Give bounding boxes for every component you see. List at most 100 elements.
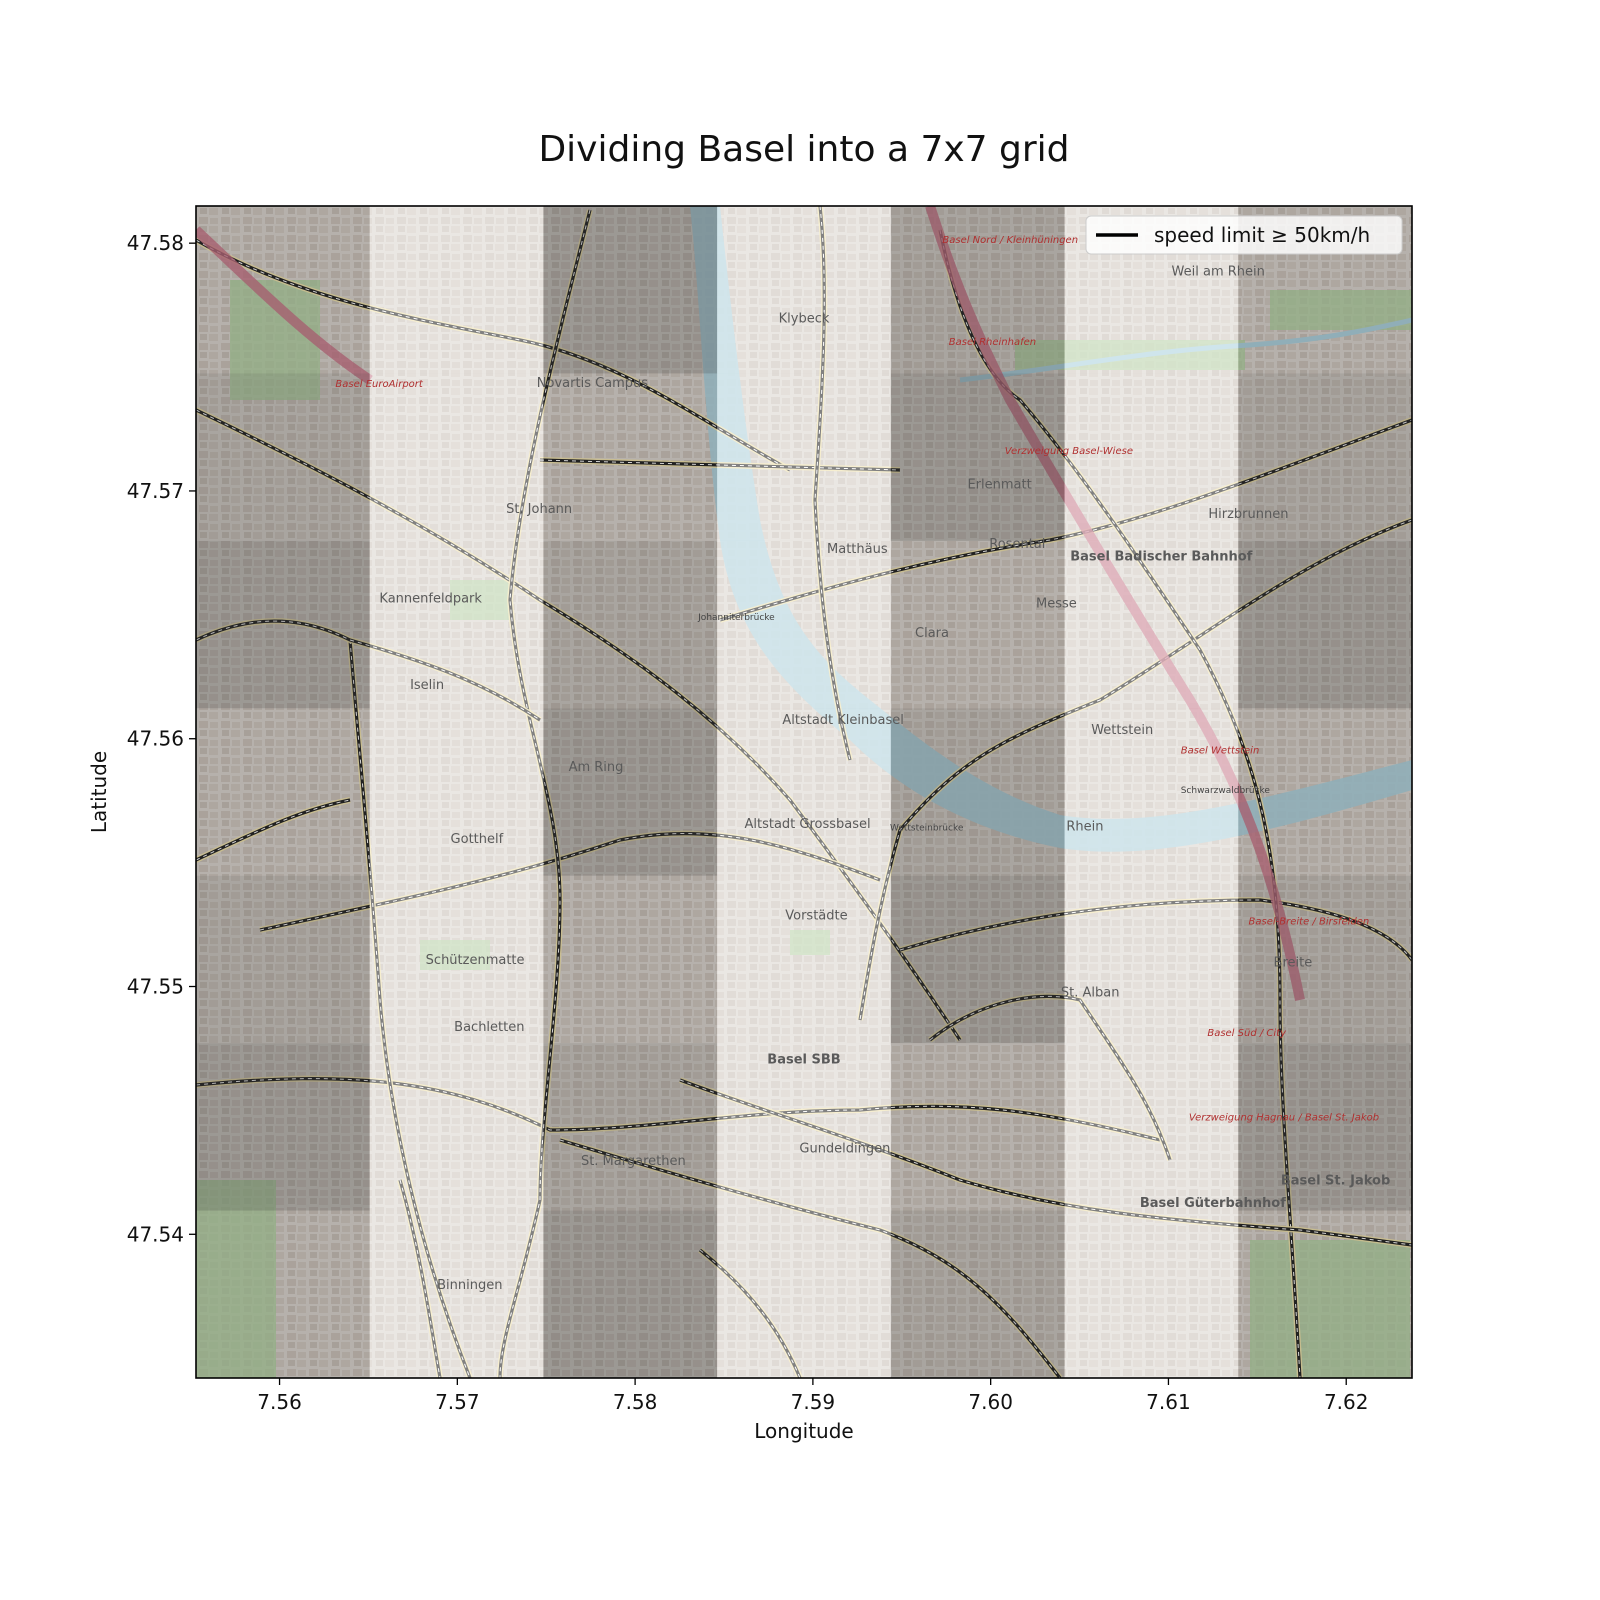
map-label-19: Gundeldingen	[799, 1142, 890, 1157]
grid-cell-r5-c3	[543, 875, 718, 1044]
grid-cell-r2-c3	[543, 373, 718, 541]
green-area-2	[1250, 1240, 1410, 1378]
map-label-30: Johanniterbrücke	[697, 613, 775, 623]
map-label-8: Iselin	[410, 678, 444, 693]
map-label-29: Weil am Rhein	[1172, 264, 1265, 279]
legend: speed limit ≥ 50km/h	[1085, 215, 1403, 255]
y-tick-label-3: 47.56	[127, 727, 184, 751]
grid-cell-r5-c4	[717, 875, 891, 1044]
grid-cell-r2-c5	[890, 373, 1065, 541]
map-label-38: Basel Süd / City	[1207, 1028, 1287, 1039]
map-label-16: Vorstädte	[785, 909, 847, 924]
grid-overlay	[196, 206, 1412, 1378]
y-tick-label-5: 47.58	[127, 231, 184, 255]
grid-cell-r6-c2	[369, 1043, 544, 1211]
grid-cell-r7-c6	[1064, 1210, 1239, 1378]
road-centerline-16	[196, 799, 351, 861]
grid-cell-r6-c6	[1064, 1043, 1239, 1211]
speed-limit-road-3	[539, 458, 901, 472]
road-centerline-7	[259, 833, 881, 931]
map-label-5: Hirzbrunnen	[1208, 507, 1288, 522]
grid-cell-r3-c7	[1238, 540, 1412, 709]
x-tick-label-1: 7.56	[257, 1390, 302, 1414]
map-label-17: Bachletten	[454, 1020, 524, 1035]
speed-limit-road-2	[196, 238, 791, 472]
grid-cell-r2-c6	[1064, 373, 1239, 541]
grid-cell-r7-c1	[196, 1210, 370, 1378]
axes-frame	[195, 205, 1413, 1379]
grid-cell-r2-c2	[369, 373, 544, 541]
grid-cell-r4-c5	[890, 708, 1065, 876]
map-label-39: Verzweigung Hagnau / Basel St. Jakob	[1189, 1112, 1379, 1123]
grid-cell-r7-c5	[890, 1210, 1065, 1378]
map-label-21: Binningen	[437, 1278, 502, 1293]
map-label-12: Altstadt Grossbasel	[744, 817, 870, 832]
grid-cell-r3-c6	[1064, 540, 1239, 709]
y-tick-label-1: 47.54	[127, 1222, 184, 1246]
grid-cell-r7-c3	[543, 1210, 718, 1378]
grid-cell-r4-c2	[369, 708, 544, 876]
road-centerline-15	[559, 1139, 1061, 1378]
map-label-35: Verzweigung Basel-Wiese	[1005, 446, 1133, 457]
green-area-4	[196, 1180, 276, 1378]
grid-cell-r7-c4	[717, 1210, 891, 1378]
grid-cell-r6-c4	[717, 1043, 891, 1211]
green-area-7	[450, 580, 510, 620]
map-label-1: St. Johann	[506, 502, 572, 517]
grid-cell-r1-c2	[369, 206, 544, 374]
grid-cell-r5-c5	[890, 875, 1065, 1044]
map-label-10: Gotthelf	[451, 832, 504, 847]
road-centerline-17	[929, 995, 1171, 1161]
motorway	[925, 206, 1305, 1001]
legend-label-speed-limit: speed limit ≥ 50km/h	[1154, 223, 1370, 247]
map-label-4: Rosental	[989, 537, 1045, 552]
map-label-36: Basel Wettstein	[1181, 746, 1260, 757]
grid-cell-r4-c1	[196, 708, 370, 876]
grid-cell-r3-c5	[890, 540, 1065, 709]
grid-cell-r6-c3	[543, 1043, 718, 1211]
grid-cell-r2-c1	[196, 373, 370, 541]
map-area: St. Johann Matthäus Erlenmatt Rosental Hirzb…	[196, 206, 1412, 1378]
map-label-23: Kannenfeldpark	[379, 591, 482, 606]
legend-box	[1085, 215, 1403, 255]
y-tick-label-2: 47.55	[127, 975, 184, 999]
road-centerline-6	[196, 1078, 1161, 1141]
speed-limit-road-1	[196, 408, 962, 1041]
green-area-6	[420, 940, 490, 970]
road-centerline-12	[814, 206, 851, 761]
y-tick-label-4: 47.57	[127, 479, 184, 503]
green-areas	[196, 280, 1412, 1378]
map-label-13: Clara	[915, 626, 949, 641]
map-label-6: Klybeck	[779, 311, 830, 326]
grid-cell-r3-c2	[369, 540, 544, 709]
map-label-40: Basel EuroAirport	[335, 379, 424, 390]
map-label-20: Breite	[1274, 956, 1313, 971]
grid-cell-r6-c1	[196, 1043, 370, 1211]
grid-cell-r5-c2	[369, 875, 544, 1044]
grid-cell-r2-c4	[717, 373, 891, 541]
road-network	[196, 206, 1412, 1378]
x-tick-label-4: 7.59	[791, 1390, 836, 1414]
road-centerline-13	[939, 229, 1301, 1378]
road-centerline-18	[399, 1179, 441, 1378]
map-label-3: Erlenmatt	[967, 477, 1031, 492]
grid-cell-r4-c6	[1064, 708, 1239, 876]
speed-limit-road-5	[858, 518, 1412, 1021]
map-label-33: Basel Nord / Kleinhüningen	[942, 235, 1078, 246]
grid-cell-r1-c5	[890, 206, 1065, 374]
grid-cell-r3-c1	[196, 540, 370, 709]
grid-cell-r3-c4	[717, 540, 891, 709]
map-label-34: Basel Rheinhafen	[949, 337, 1036, 348]
y-axis-label: Latitude	[87, 751, 111, 833]
grid-cell-r4-c4	[717, 708, 891, 876]
wiese-river	[959, 317, 1412, 383]
map-label-37: Basel-Breite / Birsfelden	[1249, 917, 1370, 928]
map-label-11: Altstadt Kleinbasel	[782, 713, 904, 728]
chart-title: Dividing Basel into a 7x7 grid	[538, 129, 1069, 170]
road-centerline-8	[349, 639, 471, 1378]
map-label-28: Basel Güterbahnhof	[1140, 1196, 1286, 1211]
x-tick-label-2: 7.57	[435, 1390, 480, 1414]
map-label-15: Wettstein	[1091, 723, 1153, 738]
map-label-24: Schützenmatte	[426, 953, 525, 968]
